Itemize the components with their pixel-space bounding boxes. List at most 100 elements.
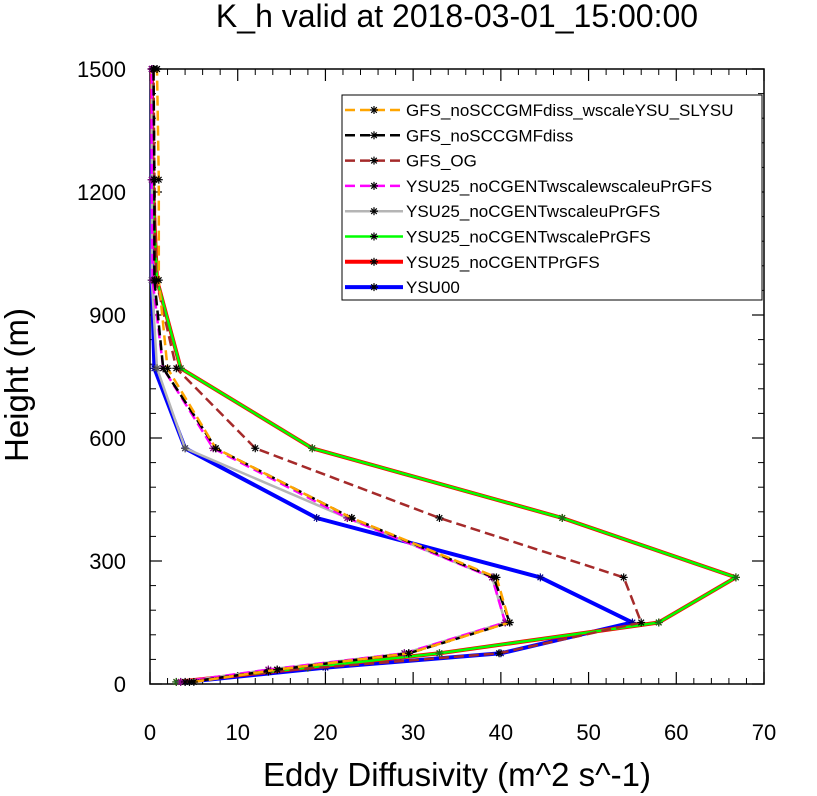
marker-stroke <box>436 514 443 522</box>
marker-stroke <box>559 514 566 522</box>
marker-stroke <box>370 283 378 291</box>
data-point <box>172 364 181 373</box>
marker-stroke <box>212 445 220 452</box>
marker-stroke <box>370 182 378 190</box>
data-point <box>370 181 378 190</box>
x-tick-label: 30 <box>401 720 425 745</box>
marker-stroke <box>370 207 378 215</box>
legend-label: GFS_noSCCGMFdiss_wscaleYSU_SLYSU <box>406 101 734 120</box>
chart-title: K_h valid at 2018-03-01_15:00:00 <box>216 0 698 34</box>
data-point <box>370 106 378 114</box>
marker-stroke <box>629 619 636 626</box>
data-point <box>370 156 378 165</box>
marker-stroke <box>309 445 316 452</box>
marker-stroke <box>405 650 412 657</box>
marker-stroke <box>370 106 378 114</box>
marker-stroke <box>495 650 503 657</box>
data-point <box>273 665 282 674</box>
data-point <box>731 573 740 582</box>
marker-stroke <box>173 365 180 372</box>
data-point <box>211 444 220 453</box>
marker-stroke <box>190 678 198 686</box>
legend-label: YSU25_noCGENTwscaleuPrGFS <box>406 202 660 221</box>
legend-entry: GFS_noSCCGMFdiss_wscaleYSU_SLYSU <box>345 101 734 120</box>
marker-stroke <box>370 132 378 139</box>
x-tick-label: 20 <box>313 720 337 745</box>
marker-stroke <box>164 365 171 372</box>
legend-entry: YSU25_noCGENTPrGFS <box>345 253 600 272</box>
legend-label: YSU25_noCGENTwscalePrGFS <box>406 228 651 247</box>
x-tick-label: 50 <box>576 720 600 745</box>
data-point <box>370 131 378 140</box>
data-point <box>654 618 663 627</box>
data-point <box>492 573 501 582</box>
data-point <box>370 257 378 266</box>
y-tick-label: 300 <box>89 549 126 574</box>
legend: GFS_noSCCGMFdiss_wscaleYSU_SLYSU GFS_noSC… <box>341 94 763 301</box>
y-tick-label: 1500 <box>77 57 126 82</box>
legend-entry: YSU25_noCGENTwscalePrGFS <box>345 228 651 247</box>
marker-stroke <box>436 650 443 657</box>
marker-stroke <box>153 65 161 73</box>
x-tick-label: 40 <box>489 720 513 745</box>
y-axis-label: Height (m) <box>0 308 35 462</box>
marker-stroke <box>348 514 355 522</box>
legend-entry: YSU25_noCGENTwscalewscaleuPrGFS <box>345 177 712 196</box>
data-point <box>435 649 444 658</box>
data-point <box>251 444 260 453</box>
marker-stroke <box>273 666 281 673</box>
data-point <box>370 232 378 241</box>
data-point <box>308 444 317 453</box>
y-tick-label: 0 <box>114 672 126 697</box>
data-point <box>181 444 190 453</box>
x-tick-label: 60 <box>664 720 688 745</box>
data-point <box>163 364 172 373</box>
data-point <box>637 618 646 627</box>
legend-label: GFS_OG <box>406 152 477 171</box>
legend-entry: YSU25_noCGENTwscaleuPrGFS <box>345 202 660 221</box>
marker-stroke <box>155 276 162 284</box>
legend-entry: GFS_noSCCGMFdiss <box>345 126 573 145</box>
data-point <box>505 618 514 627</box>
data-point <box>312 513 321 522</box>
data-point <box>495 649 504 658</box>
legend-box <box>341 94 763 301</box>
marker-stroke <box>620 574 627 581</box>
x-axis-label: Eddy Diffusivity (m^2 s^-1) <box>263 756 651 793</box>
data-point <box>347 513 356 522</box>
y-tick-label: 600 <box>89 426 126 451</box>
marker-stroke <box>537 574 544 581</box>
legend-label: GFS_noSCCGMFdiss <box>406 126 573 145</box>
series-layer <box>147 65 740 686</box>
marker-stroke <box>493 574 500 581</box>
data-point <box>435 513 444 522</box>
legend-entry: GFS_OG <box>345 152 477 171</box>
legend-label: YSU25_noCGENTPrGFS <box>406 253 600 272</box>
data-point <box>154 276 163 285</box>
x-tick-label: 10 <box>225 720 249 745</box>
x-tick-label: 70 <box>752 720 776 745</box>
series-0 <box>153 65 514 686</box>
y-tick-label: 1200 <box>77 180 126 205</box>
data-point <box>153 65 162 73</box>
x-tick-label: 0 <box>144 720 156 745</box>
legend-label: YSU00 <box>406 278 460 297</box>
marker-stroke <box>655 619 662 626</box>
data-point <box>154 175 163 184</box>
marker-stroke <box>506 619 513 626</box>
marker-stroke <box>370 157 378 164</box>
data-point <box>189 677 198 686</box>
y-tick-label: 900 <box>89 303 126 328</box>
data-point <box>404 649 413 658</box>
marker-stroke <box>313 514 320 522</box>
marker-stroke <box>153 365 161 372</box>
legend-entry: YSU00 <box>345 278 460 297</box>
marker-stroke <box>732 574 740 581</box>
marker-stroke <box>181 445 189 452</box>
marker-stroke <box>155 176 162 183</box>
marker-stroke <box>370 258 378 266</box>
data-point <box>536 573 545 582</box>
plot-frame <box>149 68 765 685</box>
legend-label: YSU25_noCGENTwscalewscaleuPrGFS <box>406 177 712 196</box>
